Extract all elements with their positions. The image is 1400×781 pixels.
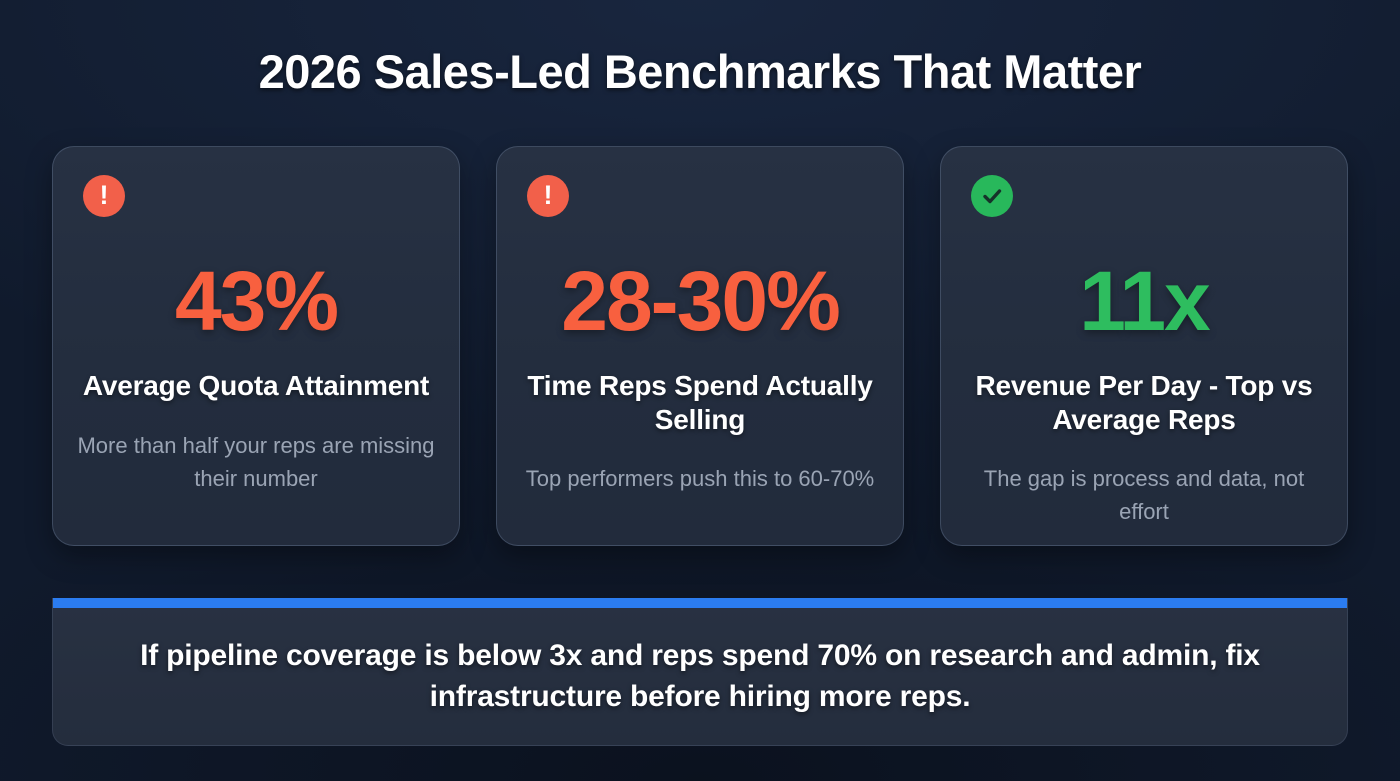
stat-heading: Time Reps Spend Actually Selling [527, 369, 873, 435]
takeaway-banner: If pipeline coverage is below 3x and rep… [52, 597, 1348, 746]
banner-text: If pipeline coverage is below 3x and rep… [140, 638, 1260, 714]
stat-subtext: Top performers push this to 60-70% [525, 466, 875, 492]
banner-body: If pipeline coverage is below 3x and rep… [53, 608, 1347, 745]
banner-accent-bar [53, 597, 1347, 608]
stat-heading: Revenue Per Day - Top vs Average Reps [975, 369, 1313, 435]
stat-card-selling-time: ! 28-30% Time Reps Spend Actually Sellin… [496, 145, 904, 546]
stat-card-row: ! 43% Average Quota Attainment More than… [52, 145, 1348, 546]
stat-subtext: More than half your reps are missing the… [77, 432, 435, 491]
stat-value: 11x [1079, 253, 1211, 348]
alert-circle-icon: ! [527, 174, 569, 217]
stat-card-quota-attainment: ! 43% Average Quota Attainment More than… [52, 145, 460, 546]
alert-exclamation-glyph: ! [99, 179, 109, 210]
stat-value: 28-30% [561, 253, 841, 348]
checkmark-glyph [983, 188, 1002, 203]
page-title: 2026 Sales-Led Benchmarks That Matter [258, 45, 1142, 98]
stat-card-revenue-per-day: 11x Revenue Per Day - Top vs Average Rep… [940, 145, 1348, 546]
alert-circle-icon: ! [83, 174, 125, 217]
stat-value: 43% [174, 253, 339, 348]
stat-subtext: The gap is process and data, not effort [983, 466, 1305, 525]
stat-heading: Average Quota Attainment [82, 369, 430, 401]
alert-exclamation-glyph: ! [543, 179, 553, 210]
check-circle-icon [971, 174, 1013, 217]
